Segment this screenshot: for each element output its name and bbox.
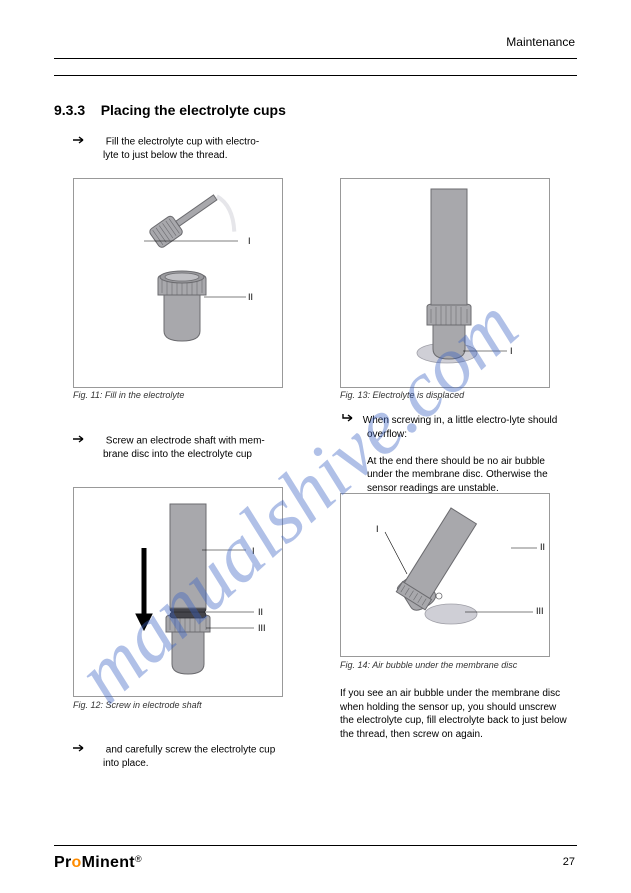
page-header-title: Maintenance <box>506 35 575 49</box>
section-title-text: Placing the electrolyte cups <box>101 102 286 118</box>
header-rule-1 <box>54 58 577 59</box>
step-2-body: Screw an electrode shaft with mem‐brane … <box>103 435 265 460</box>
brand-rest: Minent <box>82 854 135 871</box>
figure-11 <box>73 178 283 388</box>
fig11-cap: Fill in the electrolyte <box>105 390 185 400</box>
figure-13 <box>340 178 550 388</box>
brand-o: o <box>72 854 82 871</box>
fig14-num: Fig. 14 <box>340 660 368 670</box>
page-number: 27 <box>563 856 575 868</box>
fig14-label-i: I <box>376 524 379 534</box>
fig11-num: Fig. 11 <box>73 390 100 400</box>
result-arrow-icon <box>342 413 356 428</box>
step-2-text: Screw an electrode shaft with mem‐brane … <box>103 434 268 461</box>
fig12-cap: Screw in electrode shaft <box>106 700 202 710</box>
footer-rule <box>54 845 577 846</box>
figure-14 <box>340 493 550 657</box>
fig12-label-iii: III <box>258 623 266 633</box>
figure-11-caption: Fig. 11: Fill in the electrolyte <box>73 390 184 400</box>
fig12-label-i: I <box>252 546 255 556</box>
registered-icon: ® <box>135 854 142 864</box>
step-3-body: and carefully screw the electrolyte cup … <box>103 744 275 769</box>
step-2-arrow-icon <box>73 434 87 448</box>
step-1-body: Fill the electrolyte cup with electro‐ly… <box>103 136 259 161</box>
step-3-arrow-icon <box>73 743 87 757</box>
fig14-label-ii: II <box>540 542 545 552</box>
fig13-label-i: I <box>510 346 513 356</box>
figure-12 <box>73 487 283 697</box>
brand-pr: Pr <box>54 854 72 871</box>
step-1-arrow-icon <box>73 135 87 149</box>
header-rule-2 <box>54 75 577 76</box>
step-3-text: and carefully screw the electrolyte cup … <box>103 743 293 770</box>
step-4-text: If you see an air bubble under the membr… <box>340 687 570 741</box>
fig11-label-ii: II <box>248 292 253 302</box>
section-heading: 9.3.3 Placing the electrolyte cups <box>54 102 286 118</box>
figure-12-caption: Fig. 12: Screw in electrode shaft <box>73 700 202 710</box>
fig11-label-i: I <box>248 236 251 246</box>
fig13-cap: Electrolyte is displaced <box>373 390 465 400</box>
result-text: When screwing in, a little electro‐lyte … <box>367 413 567 495</box>
fig14-cap: Air bubble under the membrane disc <box>372 660 517 670</box>
result-line1: When screwing in, a little electro‐lyte … <box>363 415 558 440</box>
section-number: 9.3.3 <box>54 102 85 118</box>
figure-13-caption: Fig. 13: Electrolyte is displaced <box>340 390 464 400</box>
fig12-label-ii: II <box>258 607 263 617</box>
fig13-num: Fig. 13 <box>340 390 368 400</box>
step-4-body: If you see an air bubble under the membr… <box>340 688 567 740</box>
fig14-label-iii: III <box>536 606 544 616</box>
brand-logo: ProMinent® <box>54 854 142 872</box>
figure-14-caption: Fig. 14: Air bubble under the membrane d… <box>340 660 517 670</box>
step-1-text: Fill the electrolyte cup with electro‐ly… <box>103 135 268 162</box>
fig12-num: Fig. 12 <box>73 700 101 710</box>
